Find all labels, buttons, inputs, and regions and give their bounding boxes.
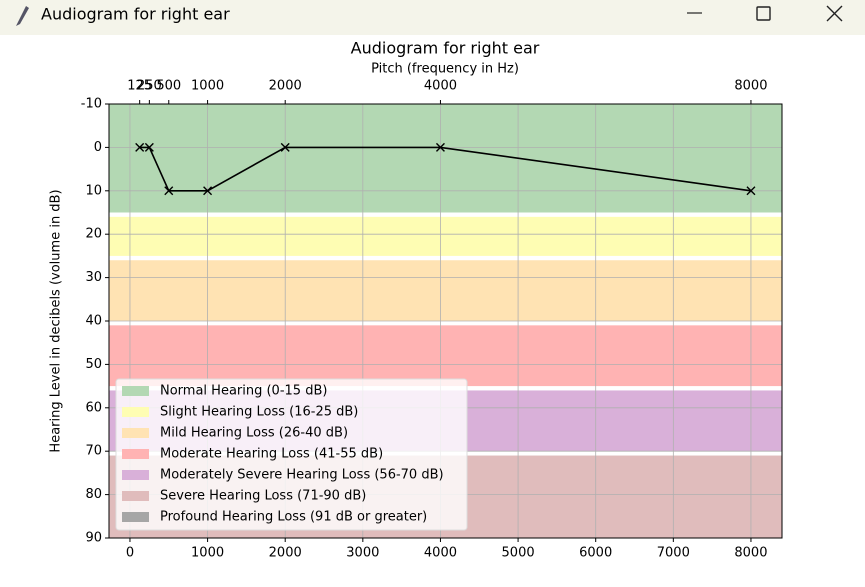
x-tick-label: 0 xyxy=(126,546,134,561)
legend-swatch xyxy=(122,386,149,396)
hearing-band xyxy=(109,104,782,213)
legend-swatch xyxy=(122,491,149,501)
y-axis-label: Hearing Level in decibels (volume in dB) xyxy=(49,189,64,452)
x-top-axis-label: Pitch (frequency in Hz) xyxy=(371,62,519,77)
x-top-tick-label: 4000 xyxy=(424,79,457,94)
chart-title: Audiogram for right ear xyxy=(351,39,540,58)
hearing-band xyxy=(109,260,782,321)
marker xyxy=(203,186,213,196)
legend-label: Profound Hearing Loss (91 dB or greater) xyxy=(160,510,427,525)
legend-label: Slight Hearing Loss (16-25 dB) xyxy=(160,405,358,420)
title-bar xyxy=(0,0,865,35)
y-tick-label: 60 xyxy=(85,400,102,415)
close-button[interactable] xyxy=(826,5,843,22)
y-tick-label: 80 xyxy=(85,487,102,502)
y-tick-label: 50 xyxy=(85,357,102,372)
x-tick-label: 8000 xyxy=(734,546,767,561)
legend-swatch xyxy=(122,449,149,459)
x-tick-label: 4000 xyxy=(424,546,457,561)
legend-label: Moderate Hearing Loss (41-55 dB) xyxy=(160,447,383,462)
legend-box xyxy=(115,378,468,531)
y-tick-label: 40 xyxy=(85,314,102,329)
y-tick-label: 30 xyxy=(85,270,102,285)
x-top-tick-label: 8000 xyxy=(734,79,767,94)
hearing-band xyxy=(109,216,782,256)
legend-label: Normal Hearing (0-15 dB) xyxy=(160,384,327,399)
marker xyxy=(144,142,154,152)
x-tick-label: 6000 xyxy=(579,546,612,561)
x-top-tick-label: 2000 xyxy=(269,79,302,94)
x-top-tick-label: 250 xyxy=(137,79,162,94)
plot-frame xyxy=(108,103,783,539)
y-tick-label: 70 xyxy=(85,444,102,459)
legend-swatch xyxy=(122,512,149,522)
hearing-band xyxy=(109,325,782,387)
marker xyxy=(280,142,290,152)
maximize-button[interactable] xyxy=(756,6,771,21)
x-tick-label: 1000 xyxy=(191,546,224,561)
y-tick-label: 10 xyxy=(85,183,102,198)
legend-label: Mild Hearing Loss (26-40 dB) xyxy=(160,426,348,441)
x-top-tick-label: 1000 xyxy=(191,79,224,94)
legend-swatch xyxy=(122,428,149,438)
legend-label: Moderately Severe Hearing Loss (56-70 dB… xyxy=(160,468,444,483)
y-tick-label: 20 xyxy=(85,227,102,242)
legend-swatch xyxy=(122,407,149,417)
legend-swatch xyxy=(122,470,149,480)
legend: Normal Hearing (0-15 dB) Slight Hearing L… xyxy=(115,378,468,531)
marker xyxy=(164,186,174,196)
y-tick-label: 90 xyxy=(85,531,102,546)
app-icon xyxy=(16,6,29,26)
x-tick-label: 7000 xyxy=(657,546,690,561)
marker xyxy=(135,142,145,152)
x-tick-label: 3000 xyxy=(346,546,379,561)
marker xyxy=(746,186,756,196)
window-title: Audiogram for right ear xyxy=(41,5,230,24)
y-tick-label: 0 xyxy=(94,140,102,155)
marker xyxy=(435,142,445,152)
plot: -10 0 10 20 30 40 50 60 70 80 90 0 1000 2000 3000 4000 5… xyxy=(81,79,783,561)
legend-label: Severe Hearing Loss (71-90 dB) xyxy=(160,489,366,504)
x-tick-label: 2000 xyxy=(269,546,302,561)
x-top-tick-label: 125 xyxy=(127,79,152,94)
x-tick-label: 5000 xyxy=(502,546,535,561)
x-top-tick-label: 500 xyxy=(156,79,181,94)
y-tick-label: -10 xyxy=(81,97,102,112)
